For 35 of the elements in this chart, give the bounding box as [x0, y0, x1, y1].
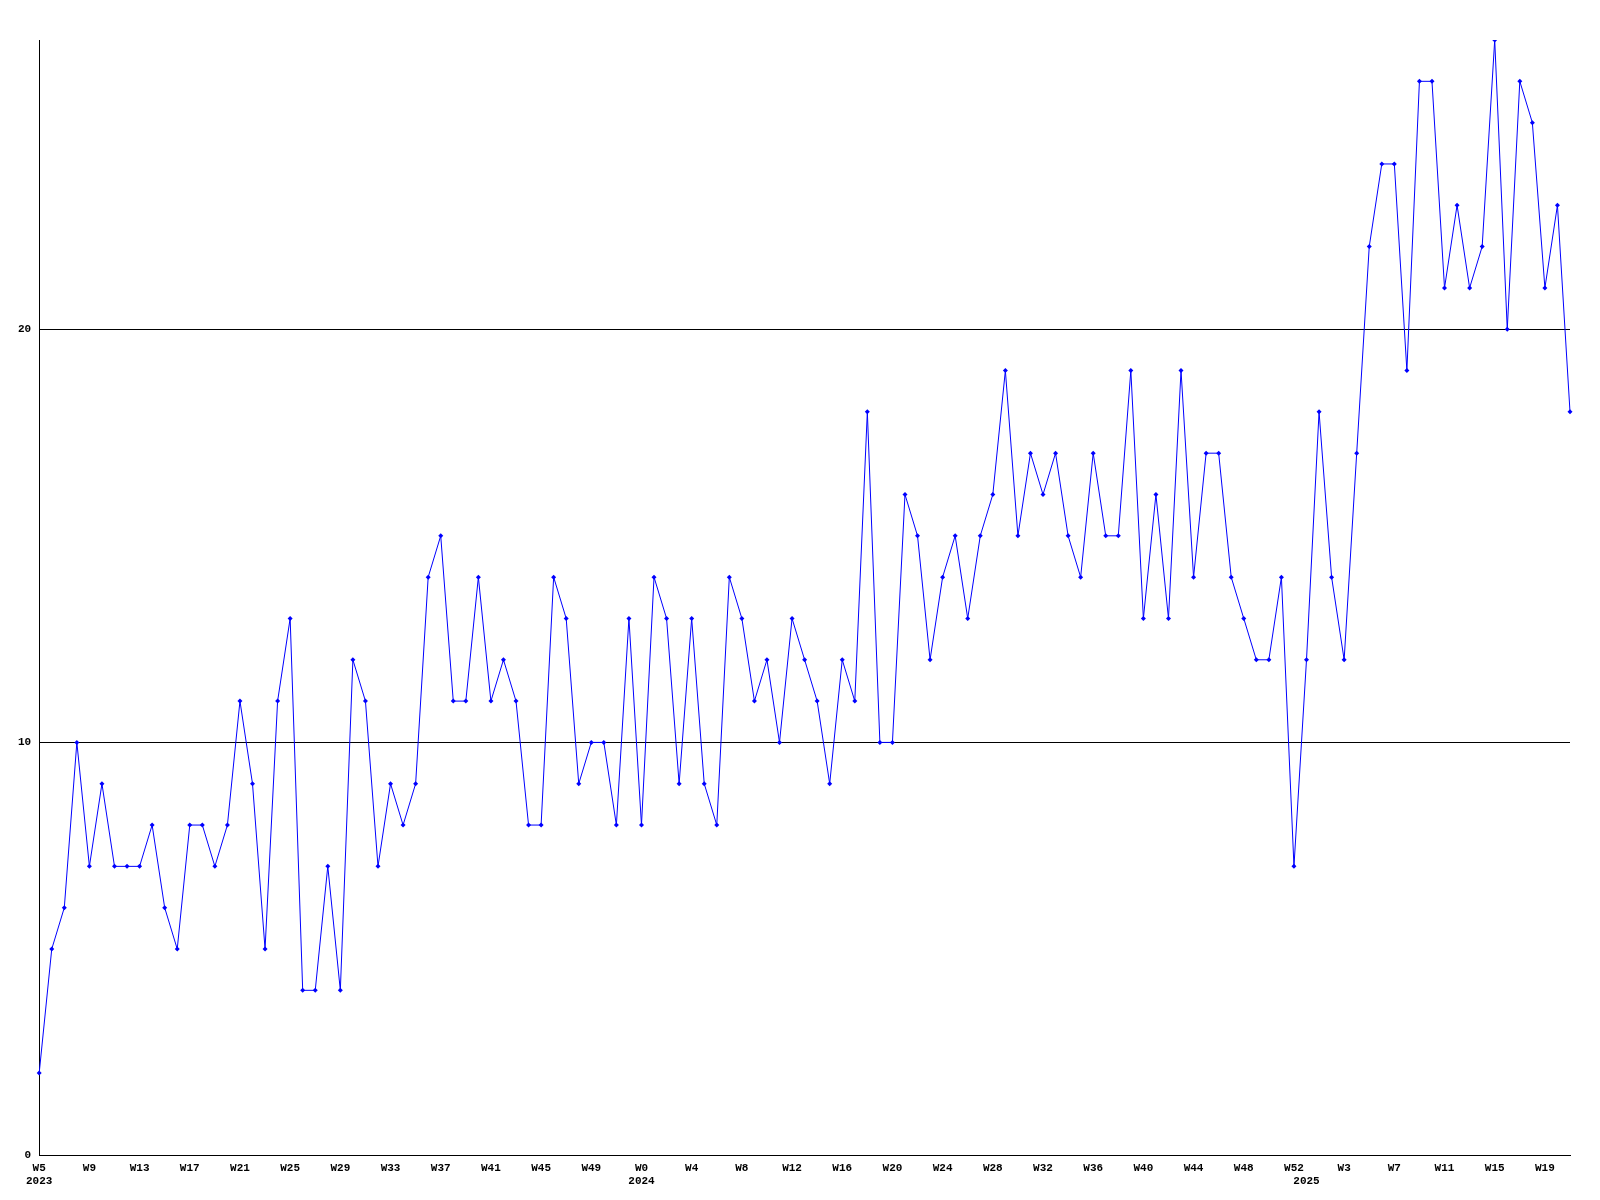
x-tick-label: W36: [1083, 1161, 1104, 1174]
x-tick-label: W37: [430, 1161, 451, 1174]
x-tick-label: W40: [1133, 1161, 1154, 1174]
x-tick-label: W13: [129, 1161, 150, 1174]
x-tick-label: W49: [581, 1161, 602, 1174]
y-tick-label: 10: [18, 736, 32, 749]
x-tick-label: W32: [1033, 1161, 1053, 1174]
x-tick-label: W33: [380, 1161, 401, 1174]
x-tick-label: W45: [531, 1161, 552, 1174]
x-tick-label: W44: [1183, 1161, 1204, 1174]
y-tick-label: 20: [18, 323, 32, 335]
x-tick-label: W12: [782, 1161, 802, 1174]
x-tick-label: W24: [932, 1161, 953, 1174]
x-tick-label: W8: [735, 1161, 749, 1174]
x-tick-label: W16: [832, 1161, 853, 1174]
x-tick-label: W17: [179, 1161, 200, 1174]
x-tick-label: W5 2023: [26, 1161, 53, 1188]
y-tick-label: 0: [24, 1149, 32, 1162]
x-tick-label: W25: [280, 1161, 301, 1174]
x-tick-label: W19: [1535, 1161, 1555, 1174]
x-tick-label: W20: [882, 1161, 903, 1174]
x-tick-label: W41: [481, 1161, 502, 1174]
x-tick-label: W52: [1284, 1161, 1304, 1174]
x-tick-label: W9: [82, 1161, 96, 1174]
x-tick-label: W3: [1337, 1161, 1352, 1174]
x-tick-label: W21: [230, 1161, 251, 1174]
x-tick-label: 2025: [1293, 1175, 1321, 1188]
x-tick-label: W0 2024: [628, 1161, 656, 1188]
x-tick-label: W29: [330, 1161, 351, 1174]
x-tick-label: W7: [1387, 1161, 1401, 1174]
x-tick-label: W15: [1484, 1161, 1506, 1174]
x-tick-label: W4: [685, 1161, 699, 1174]
x-tick-label: W48: [1233, 1161, 1255, 1174]
x-tick-label: W11: [1434, 1161, 1455, 1174]
x-tick-label: W28: [982, 1161, 1004, 1174]
